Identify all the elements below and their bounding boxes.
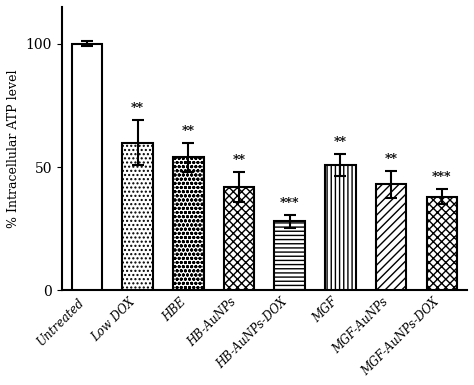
- Text: **: **: [131, 102, 144, 116]
- Text: **: **: [384, 153, 398, 166]
- Text: **: **: [334, 136, 347, 149]
- Bar: [72, 44, 102, 290]
- Bar: [274, 221, 305, 290]
- Text: **: **: [232, 154, 246, 167]
- Bar: [376, 184, 406, 290]
- Bar: [224, 187, 254, 290]
- Bar: [122, 142, 153, 290]
- Bar: [427, 197, 457, 290]
- Y-axis label: % Intracellular ATP level: % Intracellular ATP level: [7, 69, 20, 228]
- Text: ***: ***: [432, 171, 451, 184]
- Bar: [325, 165, 356, 290]
- Text: **: **: [182, 125, 195, 137]
- Bar: [173, 157, 203, 290]
- Text: ***: ***: [280, 198, 300, 210]
